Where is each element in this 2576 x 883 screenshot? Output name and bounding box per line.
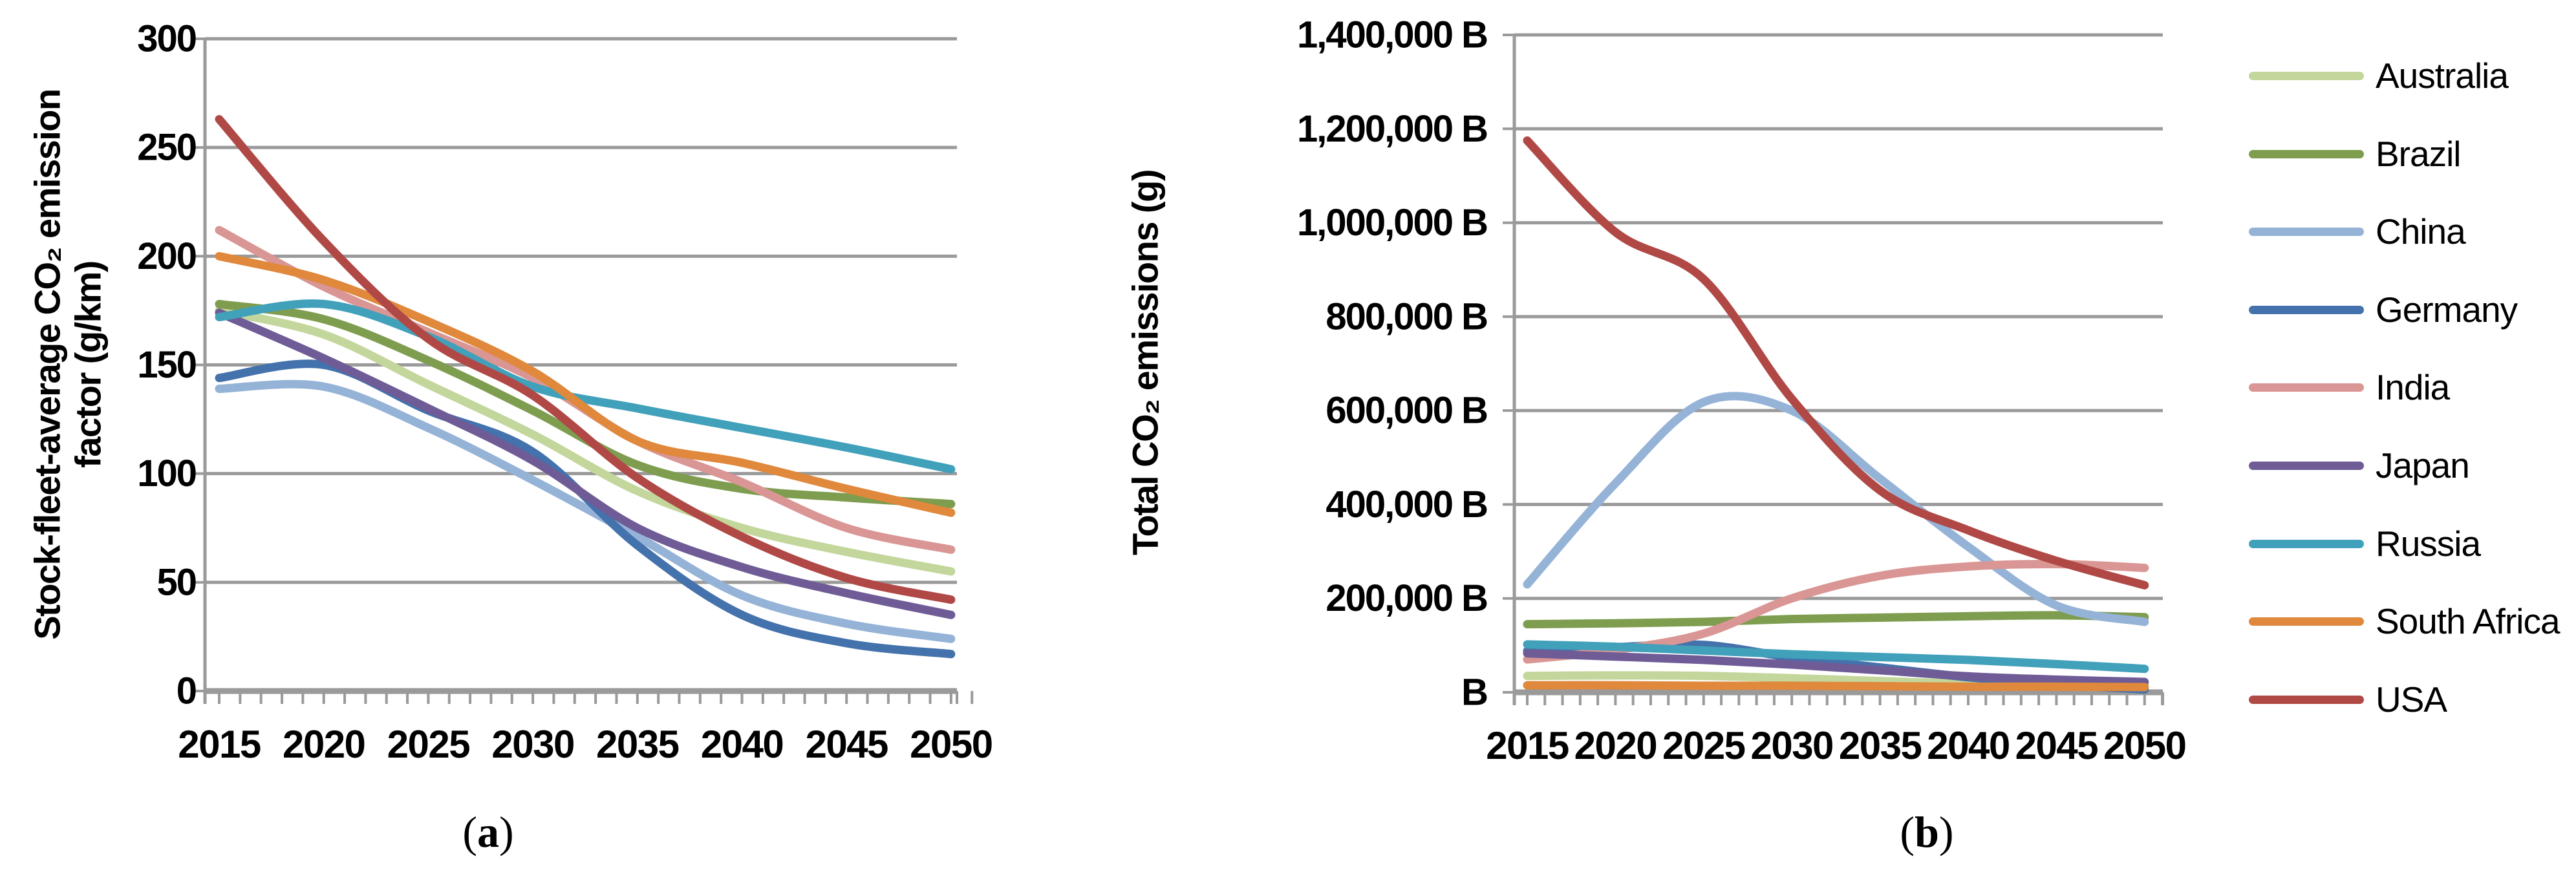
chart-a-y-axis-title: Stock-fleet-average CO₂ emission factor … xyxy=(27,89,108,639)
legend-item-japan: Japan xyxy=(2249,445,2470,485)
legend-item-australia: Australia xyxy=(2249,56,2509,96)
chart-a-y-tick-label: 300 xyxy=(137,18,196,60)
chart-a-series-line-china xyxy=(215,379,956,643)
legend-item-russia: Russia xyxy=(2249,524,2481,564)
chart-a-series-line-usa xyxy=(215,114,956,604)
chart-a-x-tick-label: 2050 xyxy=(910,723,992,766)
legend-label: India xyxy=(2376,367,2450,407)
chart-b-series-line-japan xyxy=(1523,649,2149,686)
legend-item-china: China xyxy=(2249,211,2466,251)
legend: Australia Brazil China Germany India Japan Rus… xyxy=(2249,0,2576,883)
chart-b-x-tick-label: 2040 xyxy=(1927,724,2009,767)
chart-a-x-tick-label: 2045 xyxy=(805,723,888,766)
chart-b-caption: (b) xyxy=(1843,807,2011,858)
chart-a-x-tick-label: 2035 xyxy=(596,723,679,766)
chart-a-caption-close: ) xyxy=(499,807,514,856)
chart-b-y-tick-label: 1,200,000 B xyxy=(1297,108,1487,150)
chart-a-caption: (a) xyxy=(404,807,572,858)
chart-a-plot: 0 50 100 150 200 250 300 2015 2020 2025 2030 2035 20… xyxy=(137,18,993,767)
legend-label: USA xyxy=(2376,679,2447,719)
chart-b-y-tick-label: B xyxy=(1461,672,1487,714)
legend-item-germany: Germany xyxy=(2249,290,2518,330)
chart-a-series-line-south-africa xyxy=(215,251,956,517)
legend-item-brazil: Brazil xyxy=(2249,134,2462,174)
legend-swatch-india xyxy=(2249,383,2364,392)
legend-label: Australia xyxy=(2376,56,2509,96)
chart-a-series-line-australia xyxy=(215,306,956,576)
legend-swatch-japan xyxy=(2249,461,2364,470)
legend-item-india: India xyxy=(2249,367,2450,407)
legend-item-south-africa: South Africa xyxy=(2249,601,2560,641)
chart-b-x-tick-label: 2025 xyxy=(1662,724,1745,767)
chart-a-y-tick-label: 200 xyxy=(137,235,196,277)
chart-b-y-tick-label: 1,000,000 B xyxy=(1297,202,1487,244)
chart-a-caption-letter: a xyxy=(477,807,499,856)
chart-b-plot: B 200,000 B 400,000 B 600,000 B 800,000 B 1,0… xyxy=(1297,14,2187,768)
chart-a-y-axis-title-line1: Stock-fleet-average CO₂ emission xyxy=(27,89,68,640)
chart-b-caption-close: ) xyxy=(1938,807,1954,856)
chart-b-series-line-russia xyxy=(1523,640,2149,674)
legend-swatch-australia xyxy=(2249,71,2364,80)
chart-b-caption-letter: b xyxy=(1915,807,1939,856)
chart-a-series-line-japan xyxy=(215,308,956,619)
legend-swatch-russia xyxy=(2249,539,2364,548)
chart-a-y-tick-label: 50 xyxy=(156,561,196,603)
chart-b-y-axis-title-line1: Total CO₂ emissions (g) xyxy=(1124,169,1166,556)
chart-a-y-axis-title-line2: factor (g/km) xyxy=(67,261,108,468)
chart-a-x-tick-label: 2030 xyxy=(491,723,574,766)
legend-swatch-germany xyxy=(2249,305,2364,314)
legend-swatch-brazil xyxy=(2249,149,2364,158)
legend-label: Japan xyxy=(2376,445,2470,485)
chart-a-x-tick-label: 2020 xyxy=(283,723,365,766)
chart-b-series-line-usa xyxy=(1523,136,2149,590)
legend-label: Brazil xyxy=(2376,134,2462,174)
chart-b-y-axis-title: Total CO₂ emissions (g) xyxy=(1124,169,1166,556)
legend-swatch-south-africa xyxy=(2249,617,2364,626)
legend-swatch-china xyxy=(2249,227,2364,236)
chart-b-x-tick-label: 2035 xyxy=(1839,724,1922,767)
legend-item-usa: USA xyxy=(2249,679,2447,719)
legend-label: China xyxy=(2376,211,2466,251)
chart-b-y-tick-label: 200,000 B xyxy=(1326,577,1487,619)
chart-a-x-tick-label: 2040 xyxy=(701,723,783,766)
chart-a-y-tick-label: 150 xyxy=(137,344,196,386)
legend-label: Germany xyxy=(2376,290,2518,330)
legend-label: Russia xyxy=(2376,524,2481,564)
chart-b-x-tick-label: 2030 xyxy=(1750,724,1832,767)
chart-b-x-tick-label: 2045 xyxy=(2015,724,2098,767)
legend-swatch-usa xyxy=(2249,695,2364,704)
chart-b-y-tick-label: 600,000 B xyxy=(1326,390,1487,432)
chart-b-y-tick-label: 400,000 B xyxy=(1326,484,1487,526)
chart-a-caption-open: ( xyxy=(462,807,477,856)
legend-label: South Africa xyxy=(2376,601,2560,641)
chart-b-series-line-brazil xyxy=(1523,611,2149,629)
chart-b-y-tick-label: 1,400,000 B xyxy=(1297,14,1487,56)
chart-a-x-tick-label: 2015 xyxy=(178,723,261,766)
chart-a-y-tick-label: 0 xyxy=(177,670,196,712)
chart-b-y-tick-label: 800,000 B xyxy=(1326,295,1487,337)
chart-b-series-line-south-africa xyxy=(1523,681,2149,692)
chart-b-x-tick-label: 2020 xyxy=(1574,724,1657,767)
chart-a-x-tick-label: 2025 xyxy=(387,723,470,766)
chart-a-y-tick-label: 100 xyxy=(137,452,196,495)
chart-b-x-tick-label: 2050 xyxy=(2103,724,2185,767)
chart-b-caption-open: ( xyxy=(1900,807,1915,856)
chart-b-x-tick-label: 2015 xyxy=(1486,724,1569,767)
chart-a-y-tick-label: 250 xyxy=(137,127,196,169)
